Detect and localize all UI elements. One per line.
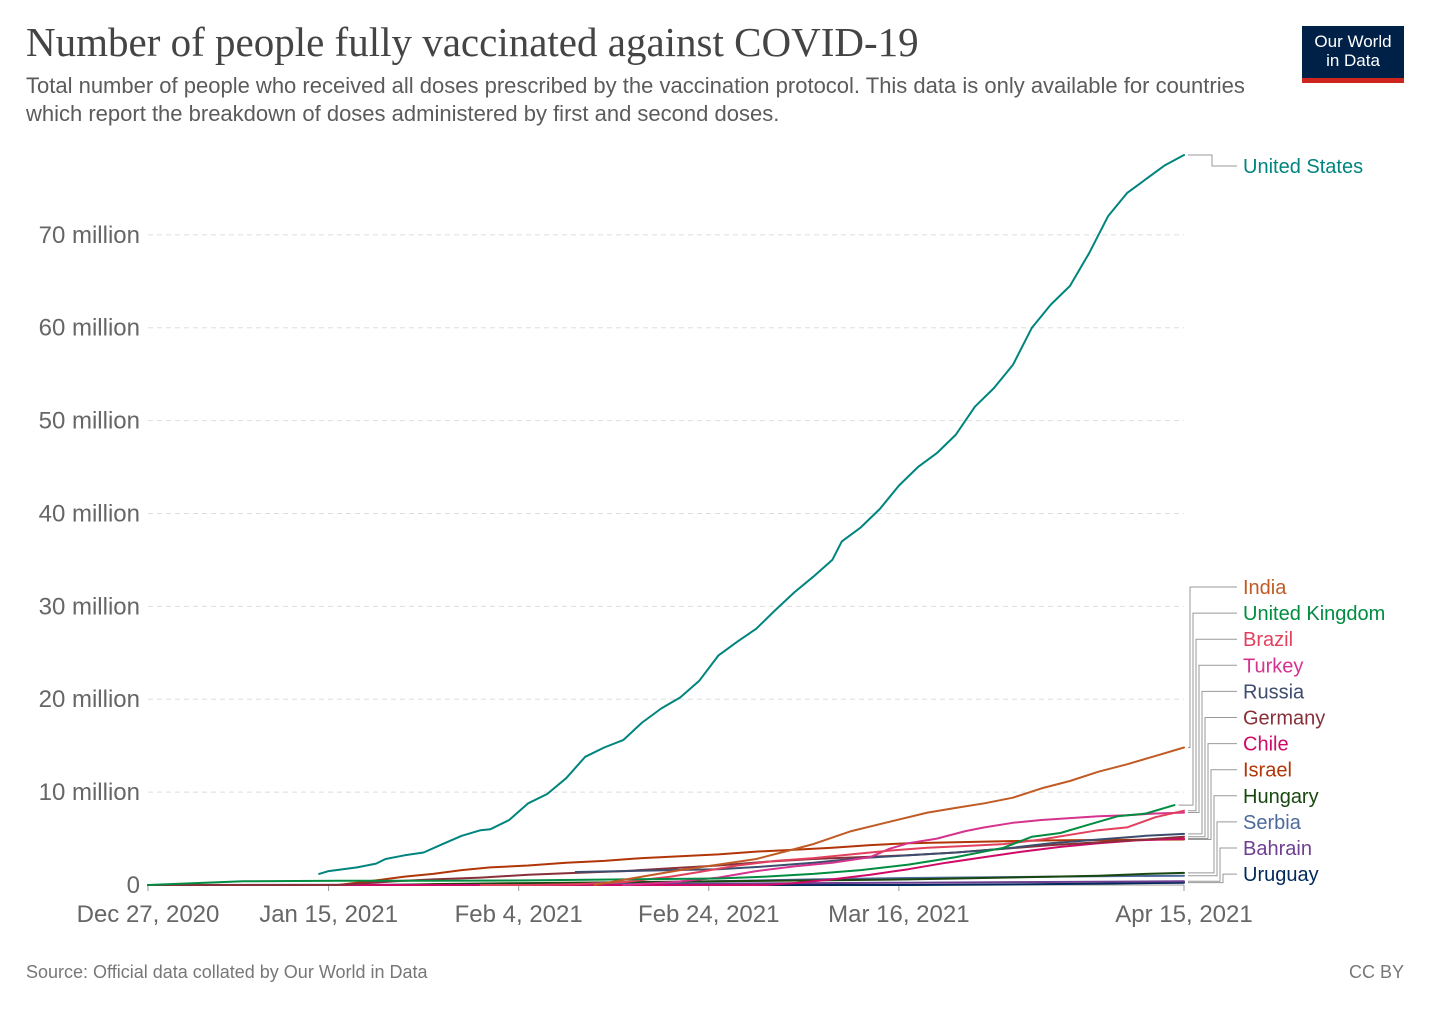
leader-line [1188, 743, 1237, 840]
series-line [479, 809, 1185, 886]
series-line [337, 838, 1185, 886]
leader-line [1188, 717, 1237, 838]
chart-subtitle: Total number of people who received all … [26, 73, 1245, 126]
series-label: Israel [1243, 760, 1292, 782]
y-tick-label: 30 million [39, 593, 140, 620]
series-label: United Kingdom [1243, 603, 1385, 625]
leader-line [1188, 769, 1237, 840]
leader-line [1188, 847, 1237, 882]
x-tick-label: Apr 15, 2021 [1115, 901, 1252, 928]
series-line [147, 804, 1176, 886]
series-line [318, 154, 1185, 875]
y-tick-label: 10 million [39, 779, 140, 806]
x-tick-label: Mar 16, 2021 [828, 901, 969, 928]
chart-title: Number of people fully vaccinated agains… [26, 19, 919, 65]
series-label: Russia [1243, 681, 1305, 703]
leader-line [1188, 821, 1237, 877]
leader-line [1178, 612, 1237, 806]
series-label: Germany [1243, 708, 1325, 730]
leader-line [1188, 664, 1237, 814]
leader-line [1188, 690, 1237, 835]
series-label: Brazil [1243, 629, 1293, 651]
leader-line [1188, 873, 1237, 884]
series-label: Serbia [1243, 812, 1302, 834]
x-tick-label: Dec 27, 2020 [77, 901, 220, 928]
series-line [622, 811, 1185, 886]
y-tick-label: 20 million [39, 686, 140, 713]
leader-line [1188, 795, 1237, 874]
logo-line-2: in Data [1326, 51, 1380, 70]
y-tick-label: 50 million [39, 408, 140, 435]
series-label: Uruguay [1243, 864, 1319, 886]
x-tick-label: Feb 4, 2021 [455, 901, 583, 928]
y-tick-label: 70 million [39, 222, 140, 249]
x-tick-label: Jan 15, 2021 [259, 901, 398, 928]
y-tick-label: 60 million [39, 315, 140, 342]
y-tick-label: 40 million [39, 500, 140, 527]
series-line [147, 835, 1185, 886]
x-tick-label: Feb 24, 2021 [638, 901, 779, 928]
series-label: Hungary [1243, 786, 1319, 808]
series-label: Bahrain [1243, 838, 1312, 860]
series-label: United States [1243, 156, 1363, 178]
license-label[interactable]: CC BY [1348, 962, 1404, 982]
y-tick-label: 0 [127, 872, 140, 899]
series-line [593, 746, 1185, 886]
series-label: Turkey [1243, 655, 1303, 677]
leader-line [1188, 586, 1237, 749]
logo-line-1: Our World [1314, 32, 1392, 51]
leader-line [1188, 154, 1237, 167]
source-note[interactable]: Source: Official data collated by Our Wo… [26, 962, 428, 982]
series-label: India [1243, 577, 1287, 599]
owid-logo[interactable]: Our World in Data [1302, 26, 1404, 83]
series-label: Chile [1243, 734, 1289, 756]
leader-line [1188, 638, 1237, 812]
